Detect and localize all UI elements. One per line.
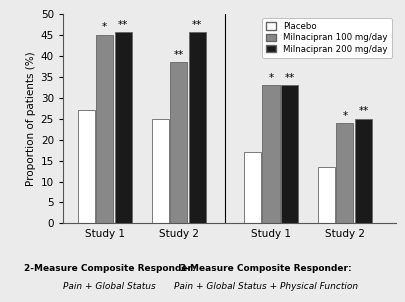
Bar (262, 85, 279, 223)
Bar (96, 35, 113, 223)
Text: *: * (341, 111, 347, 120)
Text: **: ** (284, 73, 294, 83)
Bar (336, 123, 353, 223)
Bar (77, 110, 94, 223)
Y-axis label: Proportion of patients (%): Proportion of patients (%) (26, 51, 36, 186)
Text: 3-Measure Composite Responder:: 3-Measure Composite Responder: (180, 264, 351, 273)
Bar (170, 62, 187, 223)
Bar (317, 167, 334, 223)
Bar (114, 33, 131, 223)
Text: Pain + Global Status: Pain + Global Status (63, 282, 156, 291)
Text: *: * (102, 22, 107, 33)
Bar (151, 119, 168, 223)
Text: 2-Measure Composite Responder:: 2-Measure Composite Responder: (24, 264, 195, 273)
Text: **: ** (358, 106, 368, 117)
Text: **: ** (173, 50, 183, 60)
Bar (280, 85, 297, 223)
Text: Pain + Global Status + Physical Function: Pain + Global Status + Physical Function (173, 282, 357, 291)
Legend: Placebo, Milnacipran 100 mg/day, Milnacipran 200 mg/day: Placebo, Milnacipran 100 mg/day, Milnaci… (261, 18, 390, 58)
Bar (188, 33, 205, 223)
Bar (354, 119, 371, 223)
Bar (243, 152, 260, 223)
Text: **: ** (117, 20, 128, 31)
Text: *: * (268, 73, 273, 83)
Text: **: ** (192, 20, 202, 31)
